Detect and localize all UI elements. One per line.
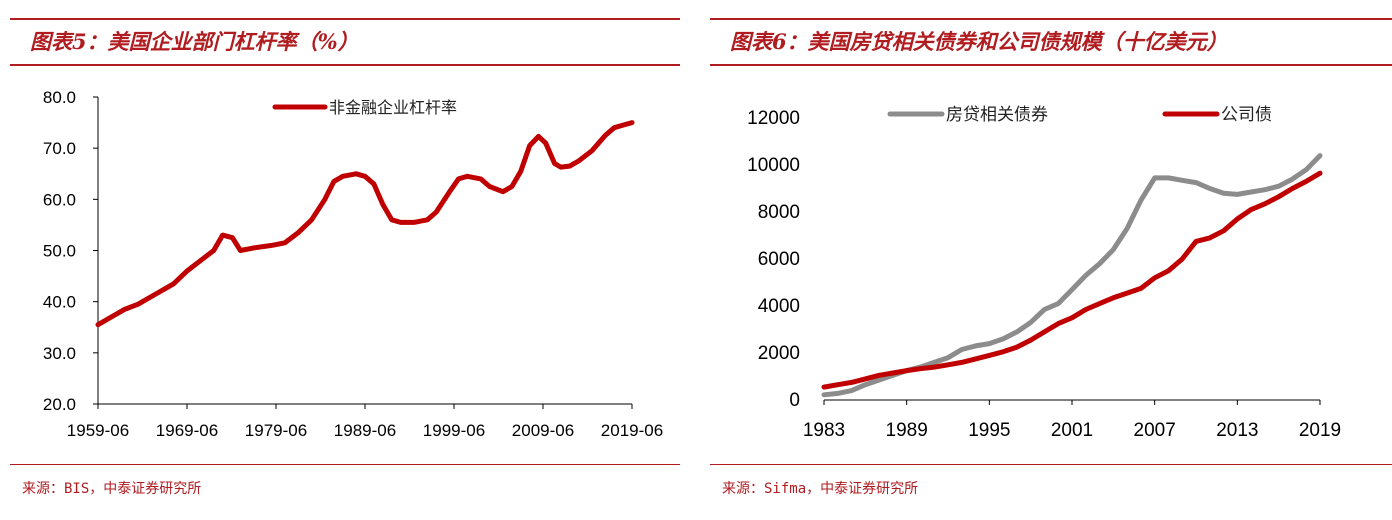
left-x-tick-label: 2009-06 [512,421,574,440]
left-y-tick-label: 20.0 [43,395,76,414]
right-footer-divider [710,464,1392,465]
right-chart-panel: 图表6：美国房贷相关债券和公司债规模（十亿美元） 0 2000 4000 6000 80… [700,0,1392,520]
left-legend-label-0: 非金融企业杠杆率 [329,98,457,117]
left-x-tick-label: 1979-06 [245,421,307,440]
right-source-note: 来源：Sifma，中泰证券研究所 [722,481,919,497]
right-legend-label-0: 房贷相关债券 [946,105,1048,125]
right-x-tick-label: 1995 [968,420,1010,441]
right-y-tick-label: 8000 [758,202,800,223]
left-x-tick-label: 1969-06 [156,421,218,440]
right-legend-label-1: 公司债 [1221,105,1272,125]
right-y-tick-label: 6000 [758,249,800,270]
left-y-tick-label: 70.0 [43,139,76,158]
left-y-tick-label: 80.0 [43,88,76,107]
right-y-tick-label: 12000 [747,108,800,129]
left-source-note: 来源：BIS，中泰证券研究所 [22,481,202,497]
left-y-tick-label: 50.0 [43,242,76,261]
right-series-line-0 [821,153,1323,398]
right-x-tick-label: 2019 [1299,420,1341,441]
right-y-tick-label: 0 [789,390,800,411]
left-chart-panel: 图表5：美国企业部门杠杆率（%） 20.0 30.0 40.0 50.0 60.0 70.… [0,0,680,520]
left-x-tick-label: 2019-06 [601,421,663,440]
left-x-tick-label: 1989-06 [334,421,396,440]
left-y-tick-label: 60.0 [43,190,76,209]
right-x-tick-label: 1989 [886,420,928,441]
right-y-tick-label: 2000 [758,343,800,364]
right-series-line-1 [821,170,1323,390]
right-x-tick-label: 1983 [803,420,845,441]
left-series-line-0 [95,120,635,328]
left-line-chart: 20.0 30.0 40.0 50.0 60.0 70.0 80.0 1959-06 1969-… [43,88,663,440]
left-title-bar: 图表5：美国企业部门杠杆率（%） [10,18,680,66]
left-footer-divider [10,464,680,465]
right-x-tick-label: 2013 [1216,420,1258,441]
right-y-tick-label: 10000 [747,155,800,176]
right-title-bar: 图表6：美国房贷相关债券和公司债规模（十亿美元） [710,18,1392,66]
right-chart-title: 图表6：美国房贷相关债券和公司债规模（十亿美元） [730,29,1228,54]
left-x-tick-label: 1959-06 [67,421,129,440]
left-chart-title: 图表5：美国企业部门杠杆率（%） [30,29,359,54]
left-x-tick-label: 1999-06 [423,421,485,440]
right-y-tick-label: 4000 [758,296,800,317]
left-y-tick-label: 30.0 [43,344,76,363]
right-line-chart: 0 2000 4000 6000 8000 10000 12000 1983 1989 1995 2… [747,105,1341,441]
left-y-tick-label: 40.0 [43,293,76,312]
right-x-tick-label: 2007 [1134,420,1176,441]
right-x-tick-label: 2001 [1051,420,1093,441]
